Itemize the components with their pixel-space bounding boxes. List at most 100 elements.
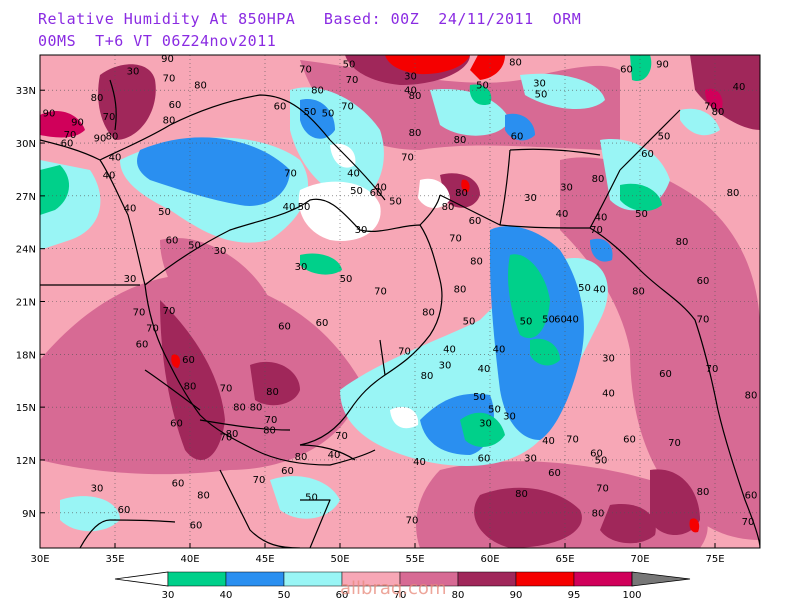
lat-tick-label: 21N xyxy=(16,298,36,309)
lon-tick-label: 45E xyxy=(255,554,274,565)
contour-value-label: 70 xyxy=(64,130,77,141)
contour-value-label: 30 xyxy=(560,183,573,194)
contour-value-label: 40 xyxy=(478,364,491,375)
contour-value-label: 30 xyxy=(439,360,452,371)
contour-value-label: 80 xyxy=(263,426,276,437)
contour-value-label: 40 xyxy=(593,285,606,296)
contour-value-label: 50 xyxy=(298,202,311,213)
contour-value-label: 70 xyxy=(704,102,717,113)
contour-value-label: 80 xyxy=(409,128,422,139)
contour-value-label: 70 xyxy=(265,415,278,426)
contour-value-label: 90 xyxy=(656,59,669,70)
contour-value-label: 40 xyxy=(443,345,456,356)
contour-value-label: 50 xyxy=(658,132,671,143)
legend-level-label: 100 xyxy=(622,590,641,600)
contour-value-label: 80 xyxy=(422,308,435,319)
legend-swatch xyxy=(573,571,633,587)
contour-value-label: 70 xyxy=(742,517,755,528)
contour-value-label: 70 xyxy=(133,308,146,319)
contour-value-label: 80 xyxy=(727,188,740,199)
lat-tick-label: 24N xyxy=(16,245,36,256)
legend-high-arrow xyxy=(631,571,691,587)
lat-tick-label: 30N xyxy=(16,139,36,150)
contour-value-label: 80 xyxy=(697,487,710,498)
contour-value-label: 60 xyxy=(190,521,203,532)
contour-value-label: 30 xyxy=(533,79,546,90)
contour-value-label: 50 xyxy=(476,80,489,91)
contour-value-label: 80 xyxy=(592,174,605,185)
contour-value-label: 80 xyxy=(421,371,434,382)
contour-value-label: 80 xyxy=(233,403,246,414)
contour-value-label: 60 xyxy=(548,468,561,479)
lon-tick-label: 40E xyxy=(180,554,199,565)
contour-value-label: 40 xyxy=(124,204,137,215)
contour-value-label: 70 xyxy=(668,438,681,449)
contour-value-label: 60 xyxy=(166,235,179,246)
lat-tick-label: 12N xyxy=(16,456,36,467)
contour-value-label: 40 xyxy=(602,389,615,400)
colorbar-legend: 30 40 50 60 70 80 90 95 100 xyxy=(114,571,691,600)
contour-value-label: 80 xyxy=(632,286,645,297)
lon-tick-label: 75E xyxy=(705,554,724,565)
contour-value-label: 60 xyxy=(623,434,636,445)
contour-value-label: 30 xyxy=(524,454,537,465)
contour-value-label: 40 xyxy=(283,202,296,213)
lon-tick-label: 70E xyxy=(630,554,649,565)
contour-value-label: 70 xyxy=(335,431,348,442)
contour-value-label: 90 xyxy=(94,133,107,144)
contour-value-label: 30 xyxy=(127,66,140,77)
contour-value-label: 50 xyxy=(158,207,171,218)
contour-value-label: 70 xyxy=(163,73,176,84)
contour-value-label: 30 xyxy=(214,246,227,257)
contour-value-label: 50 xyxy=(488,404,501,415)
contour-value-label: 80 xyxy=(454,135,467,146)
contour-value-label: 80 xyxy=(454,285,467,296)
contour-value-label: 70 xyxy=(401,153,414,164)
contour-value-label: 60 xyxy=(172,478,185,489)
contour-value-label: 50 xyxy=(389,197,402,208)
contour-value-label: 80 xyxy=(91,93,104,104)
legend-swatch xyxy=(225,571,285,587)
legend-swatch xyxy=(515,571,575,587)
lat-tick-label: 27N xyxy=(16,192,36,203)
contour-value-label: 70 xyxy=(406,515,419,526)
contour-value-label: 60 xyxy=(469,216,482,227)
contour-value-label: 50 xyxy=(188,241,201,252)
contour-value-label: 60 xyxy=(278,322,291,333)
contour-value-label: 70 xyxy=(596,484,609,495)
contour-value-label: 70 xyxy=(341,102,354,113)
contour-value-label: 70 xyxy=(220,433,233,444)
contour-value-label: 60 xyxy=(61,139,74,150)
contour-value-label: 80 xyxy=(311,86,324,97)
contour-value-label: 40 xyxy=(328,450,341,461)
contour-value-label: 40 xyxy=(109,153,122,164)
contour-value-label: 70 xyxy=(284,168,297,179)
contour-value-label: 40 xyxy=(733,82,746,93)
contour-value-label: 40 xyxy=(566,315,579,326)
contour-value-label: 60 xyxy=(554,315,567,326)
contour-value-label: 60 xyxy=(118,505,131,516)
lon-tick-label: 30E xyxy=(30,554,49,565)
contour-value-label: 50 xyxy=(542,315,555,326)
contour-value-label: 50 xyxy=(578,283,591,294)
contour-value-label: 80 xyxy=(509,58,522,69)
lon-tick-label: 35E xyxy=(105,554,124,565)
contour-value-label: 50 xyxy=(595,455,608,466)
legend-level-label: 60 xyxy=(336,590,349,600)
legend-level-label: 30 xyxy=(162,590,175,600)
contour-value-label: 50 xyxy=(322,109,335,120)
contour-value-label: 40 xyxy=(493,345,506,356)
contour-value-label: 30 xyxy=(602,353,615,364)
contour-value-label: 60 xyxy=(590,448,603,459)
lon-tick-label: 55E xyxy=(405,554,424,565)
legend-level-label: 95 xyxy=(568,590,581,600)
legend-low-arrow xyxy=(114,571,169,587)
contour-value-label: 70 xyxy=(706,364,719,375)
contour-value-label: 40 xyxy=(103,170,116,181)
contour-value-label: 70 xyxy=(398,346,411,357)
contour-value-label: 80 xyxy=(745,390,758,401)
contour-value-label: 80 xyxy=(163,116,176,127)
contour-value-label: 40 xyxy=(413,457,426,468)
legend-level-label: 40 xyxy=(220,590,233,600)
contour-value-label: 70 xyxy=(146,323,159,334)
